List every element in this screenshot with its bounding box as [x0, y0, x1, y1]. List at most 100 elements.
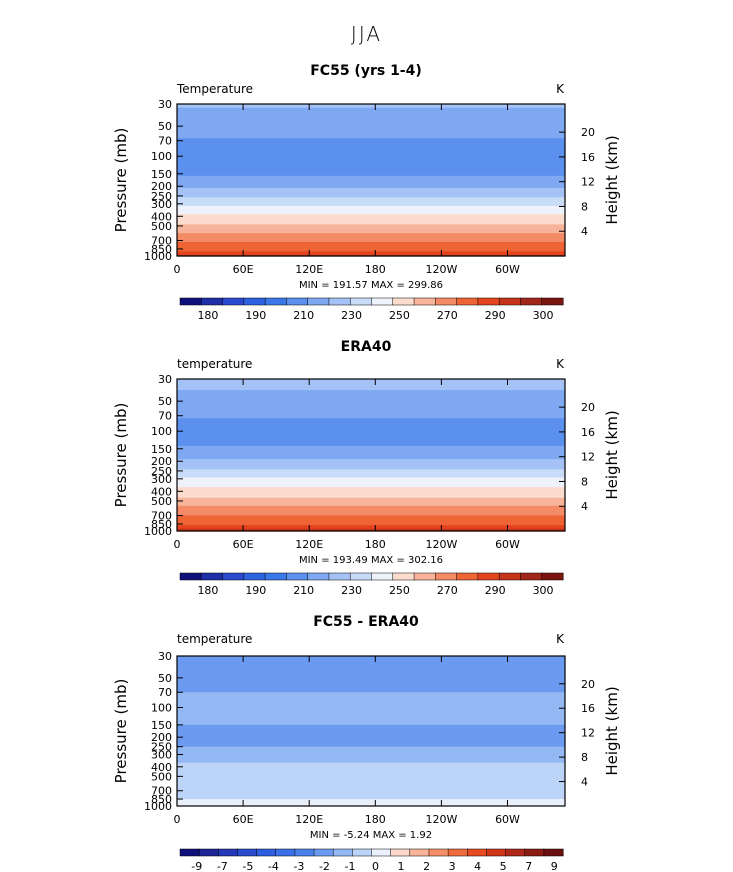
colorbar-swatch — [520, 572, 543, 581]
colorbar-swatch — [179, 297, 202, 306]
contour-band — [177, 472, 565, 475]
contour-band — [177, 663, 565, 668]
contour-band — [177, 477, 565, 480]
contour-band — [177, 115, 565, 120]
contour-band — [177, 203, 565, 207]
y-tick-label: 1000 — [144, 800, 172, 813]
contour-band — [177, 156, 565, 160]
contour-band — [177, 473, 565, 476]
contour-band — [177, 523, 565, 526]
colorbar-swatch — [477, 572, 500, 581]
contour-band — [177, 224, 565, 227]
contour-band — [177, 145, 565, 150]
contour-band — [177, 140, 565, 144]
x-tick-label: 60W — [495, 538, 520, 551]
colorbar-swatch — [264, 572, 287, 581]
y-tick-label: 200 — [151, 180, 172, 193]
y-tick-label: 70 — [158, 686, 172, 699]
colorbar-swatch — [201, 572, 224, 581]
contour-band — [177, 756, 565, 760]
x-tick-label: 120W — [425, 263, 457, 276]
contour-band — [177, 745, 565, 748]
contour-band — [177, 379, 565, 384]
contour-band — [177, 187, 565, 191]
contour-band — [177, 801, 565, 804]
y-tick-label: 300 — [151, 198, 172, 211]
contour-band — [177, 771, 565, 774]
colorbar-swatch — [428, 848, 449, 857]
height-tick-label: 4 — [581, 500, 588, 513]
y-axis-title: Pressure (mb) — [112, 403, 130, 508]
height-tick-label: 12 — [581, 727, 595, 740]
colorbar-swatch — [413, 572, 436, 581]
contour-band — [177, 182, 565, 185]
colorbar-swatch — [371, 572, 394, 581]
colorbar-swatch — [486, 848, 507, 857]
colorbar-swatch — [413, 297, 436, 306]
colorbar-swatch — [467, 848, 487, 857]
contour-band — [177, 413, 565, 417]
y-tick-label: 150 — [151, 168, 172, 181]
x-tick-label: 0 — [174, 538, 181, 551]
panel-title: FC55 (yrs 1-4) — [310, 63, 422, 79]
colorbar-swatch — [498, 297, 521, 306]
contour-band — [177, 198, 565, 201]
colorbar-label: 0 — [372, 860, 379, 872]
y-tick-label: 150 — [151, 443, 172, 456]
contour-band — [177, 197, 565, 200]
colorbar-swatch — [286, 297, 309, 306]
contour-band — [177, 707, 565, 711]
contour-band — [177, 461, 565, 464]
height-tick-label: 16 — [581, 702, 595, 715]
contour-band — [177, 195, 565, 198]
y-tick-label: 70 — [158, 135, 172, 148]
colorbar-label: 270 — [437, 584, 458, 597]
contour-band — [177, 462, 565, 466]
x-tick-label: 60E — [233, 263, 254, 276]
colorbar-swatch — [543, 848, 564, 857]
contour-band — [177, 221, 565, 224]
contour-band — [177, 439, 565, 444]
contour-band — [177, 153, 565, 157]
colorbar-swatch — [313, 848, 334, 857]
contour-band — [177, 455, 565, 458]
panel-title: FC55 - ERA40 — [313, 614, 419, 630]
y-tick-label: 300 — [151, 748, 172, 761]
height-tick-label: 20 — [581, 126, 595, 139]
y-tick-label: 850 — [151, 518, 172, 531]
contour-band — [177, 406, 565, 410]
contour-band — [177, 118, 565, 124]
y-tick-label: 70 — [158, 410, 172, 423]
colorbar-swatch — [256, 848, 277, 857]
contour-band — [177, 192, 565, 195]
colorbar-label: 250 — [389, 309, 410, 322]
contour-band — [177, 513, 565, 517]
contour-band — [177, 750, 565, 753]
contour-band — [177, 474, 565, 477]
contour-band — [177, 202, 565, 205]
contour-band — [177, 464, 565, 467]
contour-band — [177, 233, 565, 237]
contour-band — [177, 428, 565, 432]
colorbar-label: 180 — [197, 584, 218, 597]
field-label: temperature — [177, 632, 252, 646]
colorbar-label: 7 — [525, 860, 532, 872]
contour-band — [177, 390, 565, 395]
contour-band — [177, 525, 565, 527]
y-tick-label: 30 — [158, 650, 172, 663]
min-max-label: MIN = 193.49 MAX = 302.16 — [299, 555, 443, 566]
contour-band — [177, 228, 565, 232]
contour-band — [177, 450, 565, 454]
contour-band — [177, 128, 565, 132]
contour-band — [177, 792, 565, 795]
colorbar-label: 290 — [485, 584, 506, 597]
colorbar-label: -3 — [293, 860, 304, 872]
contour-band — [177, 685, 565, 689]
colorbar-swatch — [392, 572, 415, 581]
contour-band — [177, 189, 565, 192]
height-tick-label: 8 — [581, 751, 588, 764]
colorbar-swatch — [409, 848, 430, 857]
y-tick-label: 300 — [151, 473, 172, 486]
contour-band — [177, 466, 565, 469]
contour-band — [177, 135, 565, 139]
